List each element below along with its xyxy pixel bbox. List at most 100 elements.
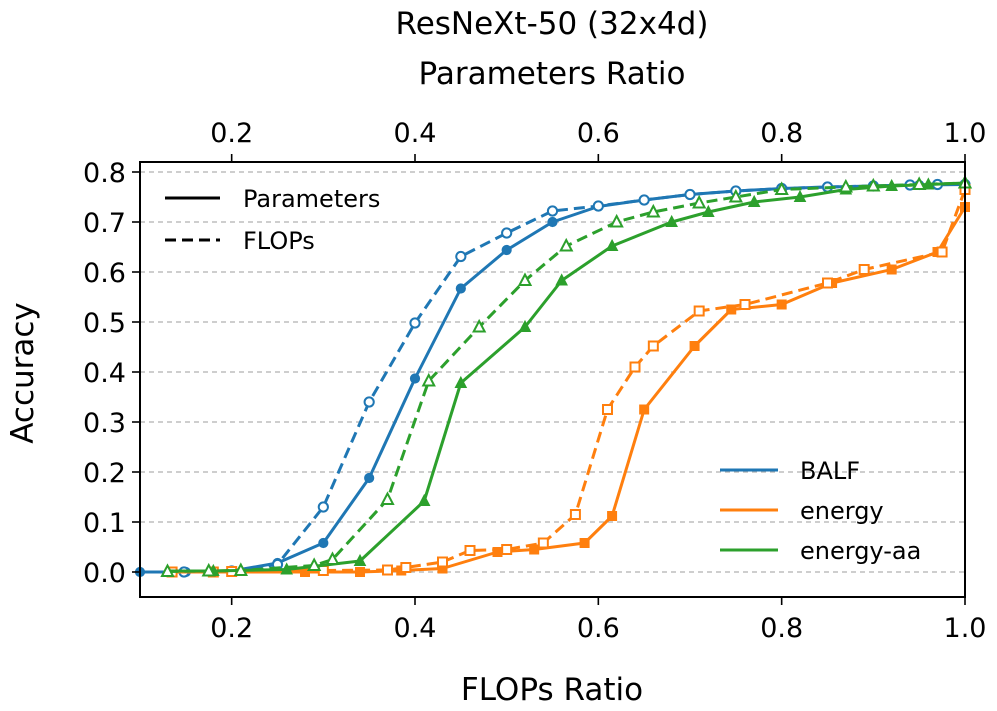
- data-point: [569, 509, 581, 520]
- method-legend: BALF energy energy-aa: [720, 457, 921, 565]
- data-point: [579, 538, 590, 548]
- x2-tick-label: 0.8: [760, 118, 803, 149]
- data-point: [726, 304, 737, 315]
- series-line: [172, 188, 967, 574]
- data-point: [638, 194, 650, 206]
- data-point: [646, 203, 661, 218]
- data-point: [559, 237, 574, 252]
- data-point: [546, 205, 559, 217]
- data-point: [318, 537, 329, 549]
- x-axis-label: FLOPs Ratio: [461, 672, 643, 708]
- data-point: [936, 246, 948, 258]
- data-point: [518, 319, 532, 332]
- data-point: [325, 551, 340, 565]
- x-tick-label: 1.0: [944, 613, 987, 644]
- data-point: [364, 472, 375, 484]
- data-point: [307, 557, 322, 571]
- data-point: [355, 567, 365, 577]
- data-point: [409, 317, 421, 329]
- data-point: [822, 277, 833, 289]
- legend-label: BALF: [800, 457, 860, 485]
- legend-label: FLOPs: [243, 227, 315, 255]
- data-point: [501, 227, 513, 239]
- data-point: [609, 213, 624, 228]
- data-point: [160, 563, 175, 577]
- style-legend: Parameters FLOPs: [165, 185, 380, 255]
- data-point: [776, 299, 787, 310]
- data-point: [747, 194, 761, 207]
- data-point: [693, 305, 705, 317]
- data-point: [501, 544, 513, 555]
- data-point: [409, 373, 421, 384]
- plot-frame: [139, 161, 966, 598]
- data-point: [858, 264, 870, 275]
- axes-ticks: 0.0 0.1 0.2 0.3 0.4 0.5 0.6 0.7 0.8 0.2 0.4 0.6 0.8 1…: [83, 118, 986, 644]
- x-tick-label: 0.2: [210, 613, 253, 644]
- data-point: [692, 194, 707, 209]
- x-tick-label: 0.8: [760, 613, 803, 644]
- data-point: [592, 200, 604, 212]
- data-point: [607, 511, 618, 521]
- y-axis-label: Accuracy: [5, 302, 41, 444]
- y-tick-label: 0.6: [83, 258, 126, 289]
- y-tick-label: 0.2: [83, 458, 126, 489]
- series-energy-aa-flops: [160, 174, 973, 577]
- top-axis-label: Parameters Ratio: [419, 56, 686, 92]
- x-tick-label: 0.4: [394, 613, 437, 644]
- data-point: [233, 562, 248, 576]
- y-tick-label: 0.4: [83, 358, 126, 389]
- data-point: [454, 375, 468, 388]
- data-point: [605, 238, 619, 251]
- y-tick-label: 0.7: [83, 208, 126, 239]
- data-point: [353, 553, 367, 566]
- chart-title: ResNeXt-50 (32x4d): [396, 6, 709, 42]
- data-point: [363, 396, 375, 408]
- data-point: [537, 537, 549, 549]
- legend-label: energy: [800, 497, 884, 525]
- data-point: [472, 318, 487, 333]
- data-point: [464, 545, 476, 556]
- y-tick-label: 0.8: [83, 158, 126, 189]
- data-point: [689, 341, 700, 351]
- data-point: [421, 372, 436, 387]
- data-point: [838, 178, 853, 193]
- x2-tick-label: 1.0: [944, 118, 987, 149]
- data-point: [886, 264, 897, 275]
- data-point: [866, 177, 881, 192]
- x2-tick-label: 0.6: [577, 118, 620, 149]
- data-point: [793, 189, 807, 202]
- data-point: [317, 501, 329, 513]
- y-tick-label: 0.5: [83, 308, 126, 339]
- data-point: [517, 272, 533, 286]
- data-point: [665, 214, 678, 227]
- x-tick-label: 0.6: [577, 613, 620, 644]
- data-point: [400, 562, 412, 573]
- x2-tick-label: 0.2: [210, 118, 253, 149]
- legend-label: energy-aa: [800, 537, 921, 565]
- data-point: [380, 491, 395, 505]
- y-tick-label: 0.0: [83, 558, 126, 589]
- y-tick-label: 0.3: [83, 408, 126, 439]
- grid-lines: [140, 171, 965, 573]
- x2-tick-label: 0.4: [394, 118, 437, 149]
- data-point: [629, 361, 641, 373]
- data-point: [602, 404, 613, 415]
- legend-label: Parameters: [243, 185, 380, 213]
- data-point: [382, 564, 393, 576]
- data-point: [455, 250, 467, 263]
- data-point: [437, 556, 448, 568]
- data-point: [501, 244, 512, 256]
- data-point: [547, 216, 558, 228]
- data-point: [702, 204, 715, 217]
- data-point: [774, 181, 789, 195]
- data-point: [201, 562, 216, 577]
- data-point: [739, 299, 751, 310]
- data-point: [728, 188, 743, 203]
- data-point: [912, 176, 927, 190]
- data-point: [647, 340, 659, 352]
- y-tick-label: 0.1: [83, 508, 126, 539]
- series-layer: [134, 174, 973, 578]
- data-point: [555, 273, 568, 286]
- data-point: [684, 188, 696, 201]
